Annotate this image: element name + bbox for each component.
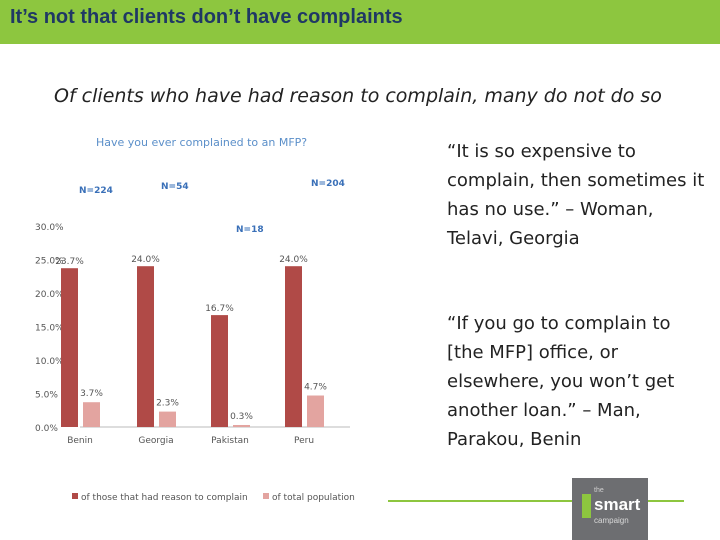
legend-label-reason: of those that had reason to complain <box>81 493 248 503</box>
bar-peru-total <box>307 395 324 427</box>
logo-sub-text: campaign <box>594 516 629 525</box>
header-bar: It’s not that clients don’t have complai… <box>0 0 720 44</box>
logo-main-text: smart <box>594 495 641 514</box>
bar-chart: Have you ever complained to an MFP? 0.0% 5… <box>35 136 355 503</box>
y-tick-label: 10.0% <box>35 357 64 367</box>
legend-swatch-reason <box>72 493 78 499</box>
bar-pakistan-reason <box>211 315 228 427</box>
data-label: 16.7% <box>205 304 234 314</box>
data-label: 24.0% <box>131 255 160 265</box>
bar-benin-total <box>83 402 100 427</box>
x-tick-label: Benin <box>67 436 93 446</box>
legend-swatch-total <box>263 493 269 499</box>
quote-2: “If you go to complain to [the MFP] offi… <box>447 313 675 450</box>
y-tick-label: 30.0% <box>35 223 64 233</box>
data-label: 4.7% <box>304 383 327 393</box>
data-label: 23.7% <box>55 257 84 267</box>
bar-benin-reason <box>61 268 78 427</box>
legend-label-total: of total population <box>272 493 355 503</box>
bar-peru-reason <box>285 266 302 427</box>
slide-subtitle: Of clients who have had reason to compla… <box>54 85 662 107</box>
y-tick-label: 0.0% <box>35 424 58 434</box>
y-tick-label: 5.0% <box>35 391 58 401</box>
logo-small-text: the <box>594 487 604 494</box>
y-tick-label: 15.0% <box>35 324 64 334</box>
footer-divider <box>388 500 684 502</box>
quote-1: “It is so expensive to complain, then so… <box>447 141 705 249</box>
n-label: N=18 <box>236 225 264 235</box>
data-label: 3.7% <box>80 389 103 399</box>
smart-campaign-logo: the smart campaign <box>572 478 648 540</box>
y-tick-label: 25.0% <box>35 257 64 267</box>
bar-georgia-total <box>159 411 176 427</box>
n-label: N=54 <box>161 182 189 192</box>
data-label: 0.3% <box>230 412 253 422</box>
y-tick-label: 20.0% <box>35 290 64 300</box>
x-tick-label: Pakistan <box>211 436 249 446</box>
bar-georgia-reason <box>137 266 154 427</box>
n-label: N=224 <box>79 186 113 196</box>
n-label: N=204 <box>311 179 345 189</box>
bar-pakistan-total <box>233 424 250 427</box>
x-tick-label: Peru <box>294 436 314 446</box>
logo-bracket-icon <box>582 494 591 518</box>
data-label: 2.3% <box>156 399 179 409</box>
data-label: 24.0% <box>279 255 308 265</box>
chart-title: Have you ever complained to an MFP? <box>96 136 307 149</box>
page-title: It’s not that clients don’t have complai… <box>10 6 403 28</box>
x-tick-label: Georgia <box>138 436 173 446</box>
